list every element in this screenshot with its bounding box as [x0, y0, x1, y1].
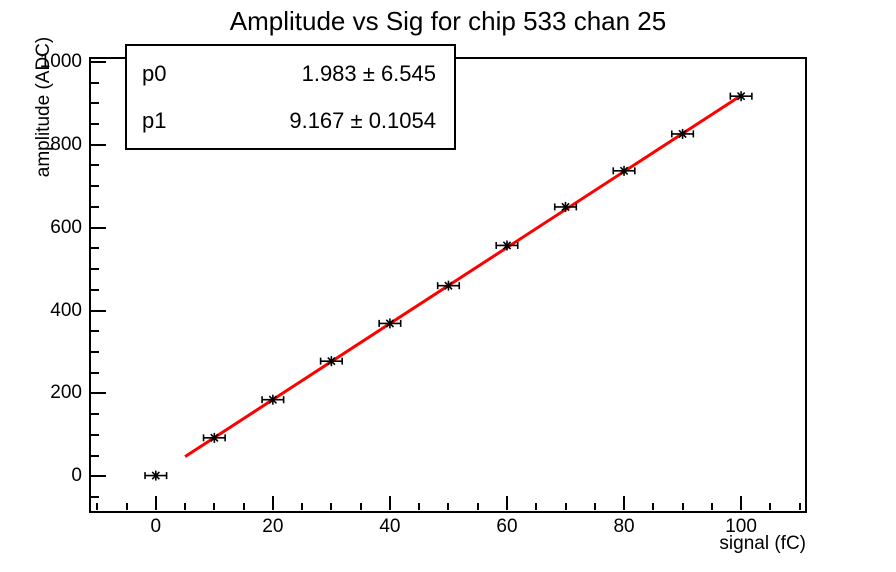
x-tick-label: 20 [262, 516, 284, 537]
y-major-tick [91, 309, 106, 312]
y-major-tick [91, 392, 106, 395]
y-tick-label: 400 [50, 299, 82, 321]
data-point-marker [151, 471, 160, 480]
stats-p1-label: p1 [142, 107, 167, 133]
x-minor-tick [96, 503, 99, 510]
y-major-tick [91, 60, 106, 63]
x-minor-tick [301, 503, 304, 510]
fit-stats-box[interactable]: p0 1.983 ± 6.545 p1 9.167 ± 0.1054 [125, 44, 456, 150]
y-minor-tick [91, 102, 99, 105]
y-major-tick [91, 226, 106, 229]
x-minor-tick [710, 503, 713, 510]
data-point-marker [210, 433, 219, 443]
x-major-tick [623, 496, 626, 510]
y-tick-label: 200 [50, 382, 82, 404]
y-minor-tick [91, 454, 99, 457]
y-tick-label: 0 [71, 465, 82, 487]
data-point-marker [678, 129, 687, 139]
x-tick-label: 60 [496, 516, 518, 537]
y-minor-tick [91, 496, 99, 499]
x-minor-tick [184, 503, 187, 510]
x-tick-label: 100 [725, 516, 757, 537]
x-minor-tick [798, 503, 801, 510]
x-minor-tick [359, 503, 362, 510]
data-point-marker [619, 166, 629, 176]
x-major-tick [740, 496, 743, 510]
x-minor-tick [564, 503, 567, 510]
data-point-marker [736, 92, 746, 101]
y-major-tick [91, 143, 106, 146]
x-tick-label: 40 [379, 516, 401, 537]
x-minor-tick [769, 503, 772, 510]
stats-p1-value: 9.167 ± 0.1054 [289, 107, 436, 133]
y-minor-tick [91, 413, 99, 416]
x-minor-tick [535, 503, 538, 510]
x-tick-label: 0 [150, 516, 162, 537]
data-point-marker [327, 356, 336, 366]
x-minor-tick [213, 503, 216, 510]
y-minor-tick [91, 81, 99, 84]
y-minor-tick [91, 205, 99, 208]
x-minor-tick [418, 503, 421, 510]
y-minor-tick [91, 288, 99, 291]
stats-p0-value: 1.983 ± 6.545 [301, 60, 436, 86]
x-major-tick [271, 496, 274, 510]
data-point-marker [502, 241, 512, 250]
fit-line [184, 94, 742, 458]
data-point-marker [268, 395, 278, 404]
x-minor-tick [330, 503, 333, 510]
x-minor-tick [681, 503, 684, 510]
stats-row-p0: p0 1.983 ± 6.545 [127, 61, 454, 87]
data-point-marker [561, 202, 570, 212]
stats-row-p1: p1 9.167 ± 0.1054 [127, 108, 454, 134]
x-minor-tick [242, 503, 245, 510]
data-point-marker [444, 281, 453, 290]
x-minor-tick [476, 503, 479, 510]
y-tick-label: 600 [50, 216, 82, 238]
y-minor-tick [91, 185, 99, 188]
x-minor-tick [125, 503, 128, 510]
x-minor-tick [447, 503, 450, 510]
y-minor-tick [91, 351, 99, 354]
data-point-marker [385, 319, 395, 328]
x-major-tick [388, 496, 391, 510]
y-minor-tick [91, 330, 99, 333]
y-tick-label: 1000 [39, 50, 82, 72]
x-minor-tick [652, 503, 655, 510]
y-minor-tick [91, 247, 99, 250]
y-minor-tick [91, 164, 99, 167]
x-major-tick [154, 496, 157, 510]
y-minor-tick [91, 122, 99, 125]
plot-title: Amplitude vs Sig for chip 533 chan 25 [229, 6, 667, 36]
y-major-tick [91, 475, 106, 478]
y-minor-tick [91, 371, 99, 374]
y-tick-label: 800 [50, 133, 82, 155]
x-tick-label: 80 [613, 516, 635, 537]
y-minor-tick [91, 268, 99, 271]
x-minor-tick [593, 503, 596, 510]
stats-p0-label: p0 [142, 60, 167, 86]
x-axis-title: signal (fC) [719, 533, 806, 554]
x-major-tick [505, 496, 508, 510]
y-minor-tick [91, 433, 99, 436]
